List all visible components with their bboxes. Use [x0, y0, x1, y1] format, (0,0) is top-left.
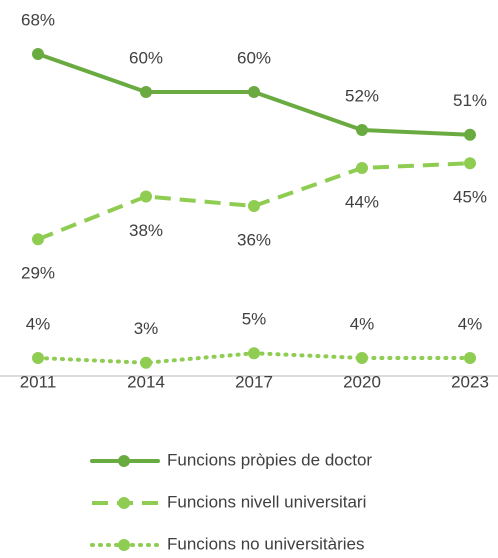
legend-label: Funcions pròpies de doctor — [167, 450, 372, 469]
data-label: 4% — [26, 314, 51, 333]
data-point — [248, 200, 260, 212]
data-point — [248, 86, 260, 98]
x-tick-label: 2020 — [343, 372, 381, 391]
data-label: 44% — [345, 192, 379, 211]
data-label: 4% — [458, 314, 483, 333]
legend-label: Funcions nivell universitari — [167, 492, 366, 511]
data-point — [248, 347, 260, 360]
legend-marker — [118, 497, 130, 509]
data-point — [464, 157, 476, 170]
x-tick-label: 2017 — [235, 372, 273, 391]
data-label: 36% — [237, 230, 271, 249]
legend-marker — [118, 539, 130, 551]
data-label: 60% — [129, 48, 163, 67]
x-tick-label: 2011 — [20, 372, 57, 391]
data-point — [356, 352, 368, 364]
data-point — [32, 352, 44, 364]
legend-label: Funcions no universitàries — [167, 534, 364, 553]
data-point — [140, 190, 152, 203]
data-point — [464, 352, 476, 364]
data-label: 60% — [237, 48, 271, 67]
data-point — [32, 48, 44, 60]
data-point — [356, 162, 368, 174]
data-label: 45% — [453, 188, 487, 207]
data-point — [140, 86, 152, 98]
data-point — [32, 233, 44, 246]
data-point — [464, 128, 476, 141]
legend-marker — [118, 455, 130, 467]
series-line — [37, 161, 471, 242]
data-label: 68% — [21, 10, 55, 29]
data-point — [140, 356, 152, 369]
data-label: 3% — [134, 319, 159, 338]
data-label: 51% — [453, 91, 487, 110]
x-tick-label: 2014 — [127, 372, 165, 391]
data-label: 52% — [345, 86, 379, 105]
data-label: 4% — [350, 314, 375, 333]
data-label: 38% — [129, 221, 163, 240]
data-label: 29% — [21, 264, 55, 283]
data-point — [356, 124, 368, 136]
x-tick-label: 2023 — [451, 372, 489, 391]
data-label: 5% — [242, 310, 267, 329]
